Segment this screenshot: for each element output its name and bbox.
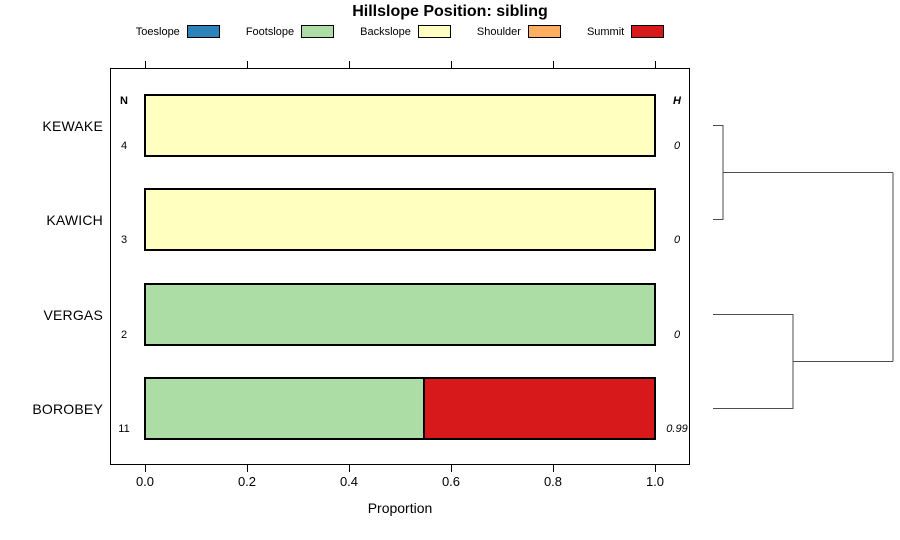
h-value: 0	[673, 234, 681, 246]
h-column-header: H	[673, 95, 681, 107]
row-borobey: BOROBEY 11 0.99	[0, 377, 900, 440]
legend-item-footslope: Footslope	[245, 25, 335, 38]
bar-segment-footslope	[146, 285, 654, 344]
row-kewake: KEWAKE 4 0	[0, 94, 900, 157]
legend-label: Footslope	[245, 25, 295, 38]
n-value: 11	[118, 423, 130, 435]
x-axis-tick	[552, 61, 554, 68]
x-tick-label: 0.6	[441, 474, 461, 489]
x-axis-tick	[654, 465, 656, 472]
n-value: 2	[120, 329, 128, 341]
legend-label: Backslope	[360, 25, 411, 38]
chart-title: Hillslope Position: sibling	[352, 3, 548, 20]
x-axis-tick	[246, 465, 248, 472]
bar-vergas	[144, 283, 656, 346]
legend-swatch-footslope	[301, 25, 335, 38]
x-tick-label: 0.4	[339, 474, 359, 489]
legend-label: Shoulder	[476, 25, 521, 38]
n-value: 4	[120, 140, 128, 152]
bar-segment-backslope	[146, 190, 654, 249]
bar-kewake	[144, 94, 656, 157]
row-vergas: VERGAS 2 0	[0, 283, 900, 346]
h-value: 0	[673, 140, 681, 152]
row-label: KEWAKE	[42, 117, 103, 134]
x-tick-label: 0.0	[135, 474, 155, 489]
legend: Toeslope Footslope Backslope Shoulder Su…	[110, 23, 690, 40]
dendrogram-lines	[713, 125, 894, 409]
h-value: 0.99	[666, 423, 688, 435]
x-axis-tick	[450, 61, 452, 68]
x-axis-tick	[450, 465, 452, 472]
legend-label: Toeslope	[135, 25, 180, 38]
row-label: KAWICH	[46, 211, 103, 228]
n-column-header: N	[120, 95, 128, 107]
legend-item-backslope: Backslope	[360, 25, 451, 38]
x-axis-tick	[246, 61, 248, 68]
bar-kawich	[144, 188, 656, 251]
bar-segment-footslope	[146, 379, 423, 438]
legend-item-toeslope: Toeslope	[136, 25, 220, 38]
legend-swatch-shoulder	[527, 25, 561, 38]
x-axis-tick	[144, 465, 146, 472]
legend-swatch-backslope	[417, 25, 451, 38]
legend-item-shoulder: Shoulder	[477, 25, 561, 38]
n-value: 3	[120, 234, 128, 246]
bar-segment-backslope	[146, 96, 654, 155]
bar-borobey	[144, 377, 656, 440]
legend-item-summit: Summit	[586, 25, 665, 38]
x-axis-tick	[552, 465, 554, 472]
row-label: BOROBEY	[32, 400, 103, 417]
legend-swatch-summit	[631, 25, 665, 38]
x-tick-label: 1.0	[645, 474, 665, 489]
legend-label: Summit	[586, 25, 625, 38]
row-kawich: KAWICH 3 0	[0, 188, 900, 251]
row-label: VERGAS	[43, 306, 103, 323]
x-tick-label: 0.8	[543, 474, 563, 489]
x-axis-tick	[144, 61, 146, 68]
x-tick-label: 0.2	[237, 474, 257, 489]
legend-swatch-toeslope	[186, 25, 220, 38]
x-axis-tick	[348, 465, 350, 472]
h-value: 0	[673, 329, 681, 341]
bar-segment-summit	[422, 379, 654, 438]
x-axis-label: Proportion	[367, 500, 433, 516]
x-axis-tick	[654, 61, 656, 68]
x-axis-tick	[348, 61, 350, 68]
